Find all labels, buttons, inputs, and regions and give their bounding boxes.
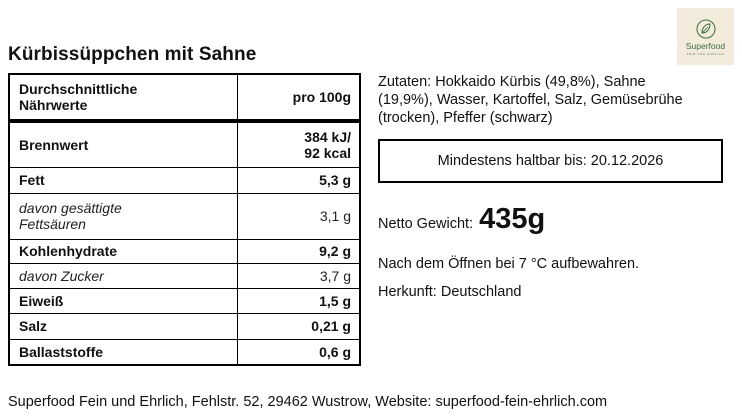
ingredients-text: Zutaten: Hokkaido Kürbis (49,8%), Sahne … xyxy=(378,73,700,127)
nutrition-header-label: Durchschnittliche Nährwerte xyxy=(8,73,239,123)
header-label-line1: Durchschnittliche xyxy=(19,81,138,97)
logo-name: Superfood xyxy=(685,40,726,51)
nutrition-header-row: Durchschnittliche Nährwerte pro 100g xyxy=(8,73,361,123)
ingredients-line1: Zutaten: Hokkaido Kürbis (49,8%), Sahne xyxy=(378,74,646,90)
net-weight-label: Netto Gewicht: xyxy=(378,216,474,232)
net-weight-value: 435g xyxy=(479,203,546,235)
saturated-fat-label-line1: davon gesättigte xyxy=(19,200,122,216)
nutrition-table: Durchschnittliche Nährwerte pro 100g Bre… xyxy=(8,73,361,366)
nutrition-header-per: pro 100g xyxy=(237,73,361,123)
nutrition-row-saturated-fat: davon gesättigte Fettsäuren 3,1 g xyxy=(8,192,361,240)
net-weight: Netto Gewicht: 435g xyxy=(378,203,545,236)
energy-kj: 384 kJ/ xyxy=(304,128,351,145)
leaf-icon xyxy=(696,19,715,38)
nutrition-row-fat: Fett 5,3 g xyxy=(8,166,361,194)
header-label-line2: Nährwerte xyxy=(19,97,88,113)
protein-value: 1,5 g xyxy=(237,287,361,314)
energy-value: 384 kJ/ 92 kcal xyxy=(237,120,361,168)
nutrition-row-protein: Eiweiß 1,5 g xyxy=(8,287,361,314)
manufacturer-footer: Superfood Fein und Ehrlich, Fehlstr. 52,… xyxy=(8,394,608,410)
fat-label: Fett xyxy=(8,166,239,194)
saturated-fat-label-line2: Fettsäuren xyxy=(19,216,86,232)
product-title: Kürbissüppchen mit Sahne xyxy=(8,44,257,65)
ingredients-line2: (19,9%), Wasser, Kartoffel, Salz, Gemüse… xyxy=(378,92,683,108)
best-before-text: Mindestens haltbar bis: 20.12.2026 xyxy=(437,153,664,169)
carbohydrates-label: Kohlenhydrate xyxy=(8,238,239,264)
logo-subtitle: FEIN UND EHRLICH xyxy=(686,51,725,56)
brand-logo: Superfood FEIN UND EHRLICH xyxy=(677,8,734,65)
energy-label: Brennwert xyxy=(8,120,239,168)
carbohydrates-value: 9,2 g xyxy=(237,238,361,264)
fiber-value: 0,6 g xyxy=(237,338,361,366)
origin-text: Herkunft: Deutschland xyxy=(378,284,522,300)
saturated-fat-label: davon gesättigte Fettsäuren xyxy=(8,192,239,240)
fiber-label: Ballaststoffe xyxy=(8,338,239,366)
nutrition-row-energy: Brennwert 384 kJ/ 92 kcal xyxy=(8,120,361,168)
ingredients-line3: (trocken), Pfeffer (schwarz) xyxy=(378,110,553,126)
nutrition-row-sugar: davon Zucker 3,7 g xyxy=(8,262,361,289)
saturated-fat-value: 3,1 g xyxy=(237,192,361,240)
nutrition-row-salt: Salz 0,21 g xyxy=(8,312,361,340)
storage-instructions: Nach dem Öffnen bei 7 °C aufbewahren. xyxy=(378,256,640,272)
sugar-value: 3,7 g xyxy=(237,262,361,289)
best-before-box: Mindestens haltbar bis: 20.12.2026 xyxy=(378,139,723,183)
nutrition-row-fiber: Ballaststoffe 0,6 g xyxy=(8,338,361,366)
fat-value: 5,3 g xyxy=(237,166,361,194)
protein-label: Eiweiß xyxy=(8,287,239,314)
nutrition-row-carbohydrates: Kohlenhydrate 9,2 g xyxy=(8,238,361,264)
salt-value: 0,21 g xyxy=(237,312,361,340)
salt-label: Salz xyxy=(8,312,239,340)
sugar-label: davon Zucker xyxy=(8,262,239,289)
energy-kcal: 92 kcal xyxy=(304,144,351,161)
